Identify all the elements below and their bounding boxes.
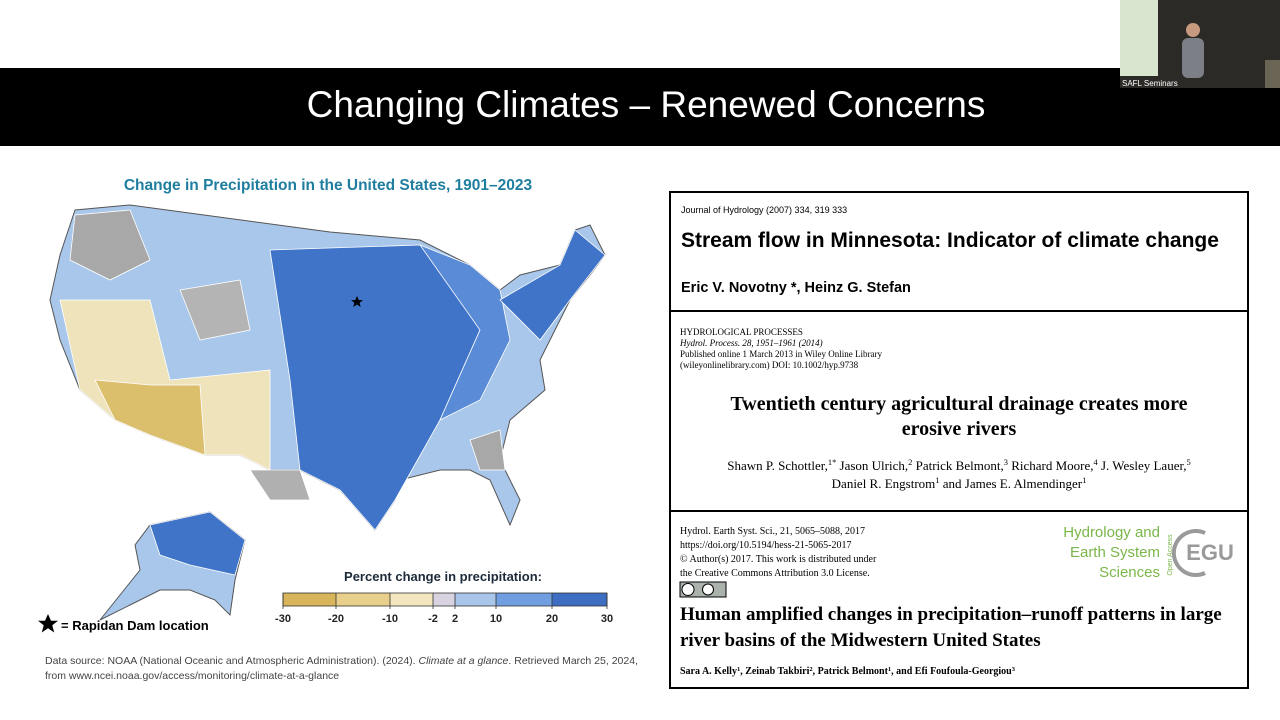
author-line: Daniel R. Engstrom1 and James E. Almendi… [832,475,1087,491]
source-italic: Climate at a glance [419,655,509,667]
data-source: Data source: NOAA (National Oceanic and … [45,655,638,667]
publisher: EGU [1186,540,1234,565]
wet-midwest [418,244,511,421]
colorbar-segment [336,593,390,606]
author-name: Shawn P. Schottler, [727,458,828,473]
author-affiliation: 2 [809,666,812,673]
author-affiliation: 1 [888,666,891,673]
webcam-person-body [1182,38,1204,78]
author-name: Richard Moore, [1008,458,1094,473]
paper-title: Stream flow in Minnesota: Indicator of c… [681,229,1219,252]
author-name: Patrick Belmont, [912,458,1003,473]
paper-header-line: HYDROLOGICAL PROCESSES [680,327,803,337]
colorbar-tick-label: 20 [546,613,558,625]
webcam: SAFL Seminars [1120,0,1280,88]
legend-title: Percent change in precipitation: [344,569,542,584]
gray-rockies [179,279,251,341]
open-access: Open Access [1167,534,1174,576]
by-icon [702,583,714,596]
colorbar: -30 -20 -10 -2 2 10 20 30 [275,592,613,625]
paper-header-line: Published online 1 March 2013 in Wiley O… [680,349,882,359]
colorbar-segment [433,593,455,606]
paper-header-line: © Author(s) 2017. This work is distribut… [680,554,877,565]
author-affiliation: 1 [935,475,939,485]
paper-header-line: the Creative Commons Attribution 3.0 Lic… [680,568,870,579]
title-bar [0,68,1280,146]
wet-northeast [499,229,606,341]
paper-header-line: Hydrol. Process. 28, 1951–1961 (2014) [679,338,823,348]
alaska-wet [149,511,246,576]
colorbar-tick-label: -2 [428,613,438,625]
journal-name: Earth System [1070,544,1160,561]
legend-star [38,614,58,633]
author-name: Jason Ulrich, [836,458,908,473]
colorbar-tick-label: -30 [275,613,291,625]
journal-name: Sciences [1099,564,1160,581]
author-affiliation: 1 [1082,475,1086,485]
author-name: Daniel R. Engstrom [832,476,936,491]
author-name: , and Efi Foufoula-Georgiou [891,666,1012,677]
author-name: , Patrick Belmont [813,666,889,677]
egu-arc [1171,529,1206,577]
author-name: , Zeinab Takbiri [740,666,809,677]
colorbar-tick-label: 10 [490,613,502,625]
source-rest: . Retrieved March 25, 2024, [508,655,638,667]
author-affiliation: 2 [908,457,912,467]
colorbar-segment [455,593,496,606]
colorbar-tick-label: -20 [328,613,344,625]
gray-northwest [69,209,151,281]
author-line: Sara A. Kelly1, Zeinab Takbiri2, Patrick… [680,666,1016,678]
webcam-wall [1265,60,1280,88]
gray-southeast [469,429,506,471]
marker-label: = Rapidan Dam location [61,618,209,633]
colorbar-segment [496,593,552,606]
webcam-label: SAFL Seminars [1122,79,1178,88]
author-affiliation: 3 [1004,457,1008,467]
colorbar-segment [390,593,433,606]
source-text: Data source: NOAA (National Oceanic and … [45,655,419,667]
author-affiliation: 3 [1012,666,1016,673]
colorbar-segment [283,593,336,606]
data-source-line2: from www.ncei.noaa.gov/access/monitoring… [45,670,339,682]
author-affiliation: 5 [1187,457,1191,467]
webcam-person-head [1186,23,1200,37]
egu-logo [1171,529,1206,577]
paper-title: Human amplified changes in precipitation… [680,604,1222,625]
paper-header-line: Hydrol. Earth Syst. Sci., 21, 5065–5088,… [680,526,865,537]
slide-title: Changing Climates – Renewed Concerns [307,84,986,125]
paper-3: Hydrol. Earth Syst. Sci., 21, 5065–5088,… [680,526,1222,677]
colorbar-tick-label: 2 [452,613,458,625]
dam-star [351,296,363,307]
author-name: J. Wesley Lauer, [1098,458,1187,473]
webcam-screen [1120,0,1158,76]
paper-authors: Eric V. Novotny *, Heinz G. Stefan [681,280,911,296]
author-affiliation: 1* [828,457,836,467]
paper-title: Twentieth century agricultural drainage … [730,393,1187,415]
cc-badge [679,581,727,598]
author-name: Sara A. Kelly [680,666,737,677]
us-map [49,204,606,621]
colorbar-segment [552,593,607,606]
paper-header-line: https://doi.org/10.5194/hess-21-5065-201… [680,540,851,551]
colorbar-tick-label: -10 [382,613,398,625]
paper-journal: Journal of Hydrology (2007) 334, 319 333 [681,205,847,215]
author-affiliation: 4 [1094,457,1099,467]
map-title: Change in Precipitation in the United St… [124,177,533,194]
paper-title: river basins of the Midwestern United St… [680,630,1041,651]
papers-frame [669,191,1249,689]
cc-icon [681,583,695,596]
gray-texas [249,469,311,501]
journal-name: Hydrology and [1063,524,1160,541]
author-name: and James E. Almendinger [940,476,1083,491]
dry-southwest [94,379,206,456]
paper-title: erosive rivers [902,418,1017,440]
author-affiliation: 1 [737,666,740,673]
author-line: Shawn P. Schottler,1* Jason Ulrich,2 Pat… [727,457,1191,473]
colorbar-tick-label: 30 [601,613,613,625]
paper-header-line: (wileyonlinelibrary.com) DOI: 10.1002/hy… [680,360,859,370]
